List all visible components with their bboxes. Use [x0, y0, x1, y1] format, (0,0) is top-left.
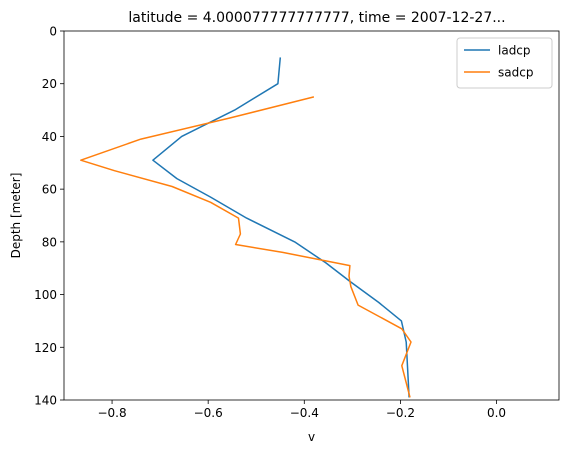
x-axis-label: v [308, 430, 315, 444]
legend-label-sadcp: sadcp [498, 66, 533, 80]
y-tick-label: 60 [42, 183, 57, 197]
plot-frame [63, 30, 560, 401]
y-tick-label: 100 [34, 288, 57, 302]
y-tick-label: 140 [34, 394, 57, 408]
y-tick-label: 20 [42, 77, 57, 91]
plot-area: −0.8 −0.6 −0.4 −0.2 0.0 0 20 40 60 80 100 120 140 [34, 25, 560, 420]
x-tick-label: 0.0 [487, 406, 506, 420]
series-line-sadcp [80, 96, 412, 398]
y-tick-label: 120 [34, 341, 57, 355]
x-tick-label: −0.8 [97, 406, 126, 420]
y-axis: 0 20 40 60 80 100 120 140 [34, 25, 64, 408]
y-tick-label: 80 [42, 235, 57, 249]
chart-title: latitude = 4.000077777777777, time = 200… [128, 10, 505, 26]
legend: ladcp sadcp [456, 37, 553, 89]
x-tick-label: −0.2 [386, 406, 415, 420]
x-tick-label: −0.4 [290, 406, 319, 420]
legend-label-ladcp: ladcp [498, 44, 531, 58]
y-tick-label: 40 [42, 130, 57, 144]
y-tick-label: 0 [49, 25, 57, 39]
x-tick-label: −0.6 [194, 406, 223, 420]
series-layer [80, 57, 412, 398]
x-axis: −0.8 −0.6 −0.4 −0.2 0.0 [97, 400, 506, 420]
y-axis-label: Depth [meter] [9, 173, 23, 259]
